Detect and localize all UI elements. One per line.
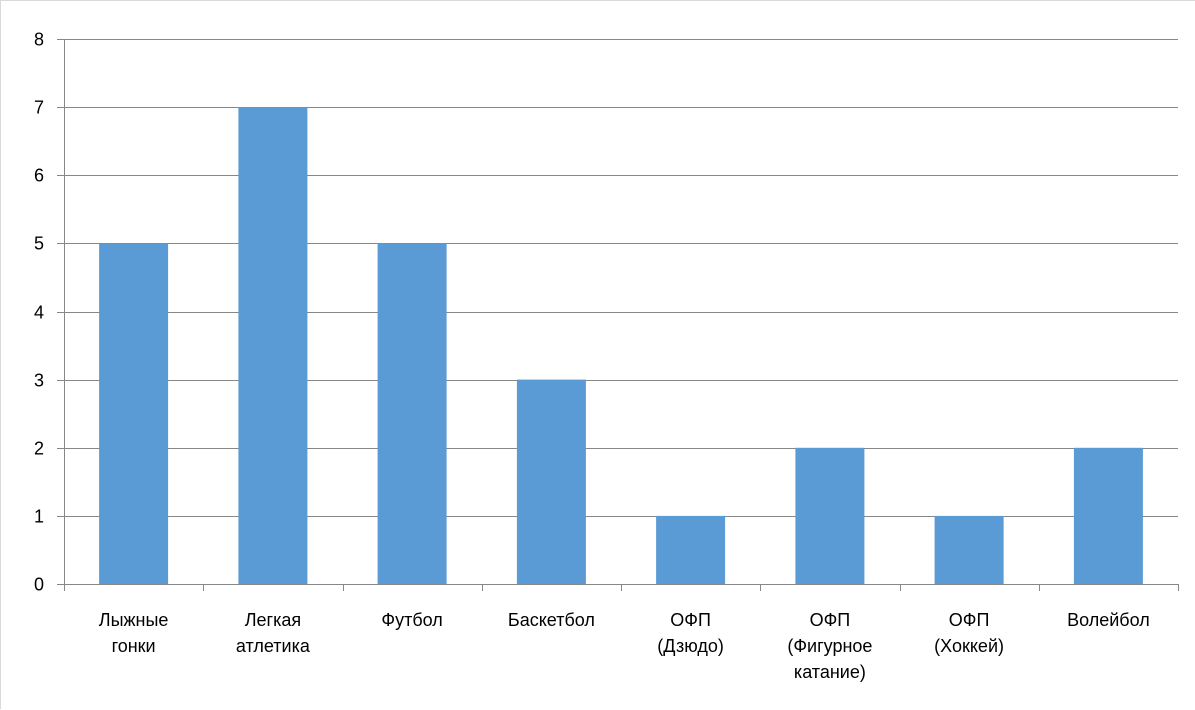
bars	[99, 107, 1143, 585]
y-tick-label: 6	[34, 166, 44, 186]
y-tick-label: 3	[34, 371, 44, 391]
x-tick-label-line: (Хоккей)	[934, 636, 1004, 656]
y-tick-label: 2	[34, 439, 44, 459]
x-tick-label: ОФП (Хоккей)	[934, 610, 1004, 656]
x-tick-label-line: (Дзюдо)	[657, 636, 724, 656]
x-tick-label-line: ОФП	[810, 610, 851, 630]
x-tick-label-line: ОФП	[949, 610, 990, 630]
y-tick-label: 8	[34, 30, 44, 50]
x-tick-label-line: атлетика	[236, 636, 311, 656]
x-tick-label-line: катание)	[794, 662, 866, 682]
bar	[516, 379, 586, 584]
y-tick-label: 4	[34, 303, 44, 323]
y-tick-label: 1	[34, 507, 44, 527]
x-tick-label-line: (Фигурное	[787, 636, 872, 656]
bar	[795, 447, 865, 585]
y-tick-label: 5	[34, 234, 44, 254]
x-tick-label-line: ОФП	[670, 610, 711, 630]
x-tick-label: ОФП (Фигурное катание)	[787, 610, 872, 682]
x-tick-label-line: Баскетбол	[508, 610, 595, 630]
x-tick-label: Легкая атлетика	[236, 610, 311, 656]
y-tick-label: 0	[34, 575, 44, 595]
x-tick-label: ОФП (Дзюдо)	[657, 610, 724, 656]
x-tick-label: Волейбол	[1067, 610, 1150, 630]
bar	[238, 107, 308, 584]
bar	[99, 243, 169, 584]
x-tick-label-line: Легкая	[245, 610, 301, 630]
x-tick-label: Лыжные гонки	[99, 610, 169, 656]
y-tick-label: 7	[34, 98, 44, 118]
x-tick-label-line: Лыжные	[99, 610, 169, 630]
x-axis-tick-labels: Лыжные гонки Легкая атлетика Футбол Баскетбол…	[99, 610, 1150, 682]
x-tick-label: Баскетбол	[508, 610, 595, 630]
x-tick-label-line: гонки	[112, 636, 156, 656]
bar	[377, 243, 447, 584]
bar	[1073, 447, 1143, 585]
bar	[656, 515, 726, 584]
gridlines	[64, 39, 1178, 517]
x-tick-label: Футбол	[381, 610, 442, 630]
x-tick-label-line: Футбол	[381, 610, 442, 630]
bar	[934, 515, 1004, 584]
x-tick-label-line: Волейбол	[1067, 610, 1150, 630]
y-axis-tick-labels: 0 1 2 3 4 5 6 7 8	[34, 30, 44, 595]
axes	[57, 39, 1179, 591]
